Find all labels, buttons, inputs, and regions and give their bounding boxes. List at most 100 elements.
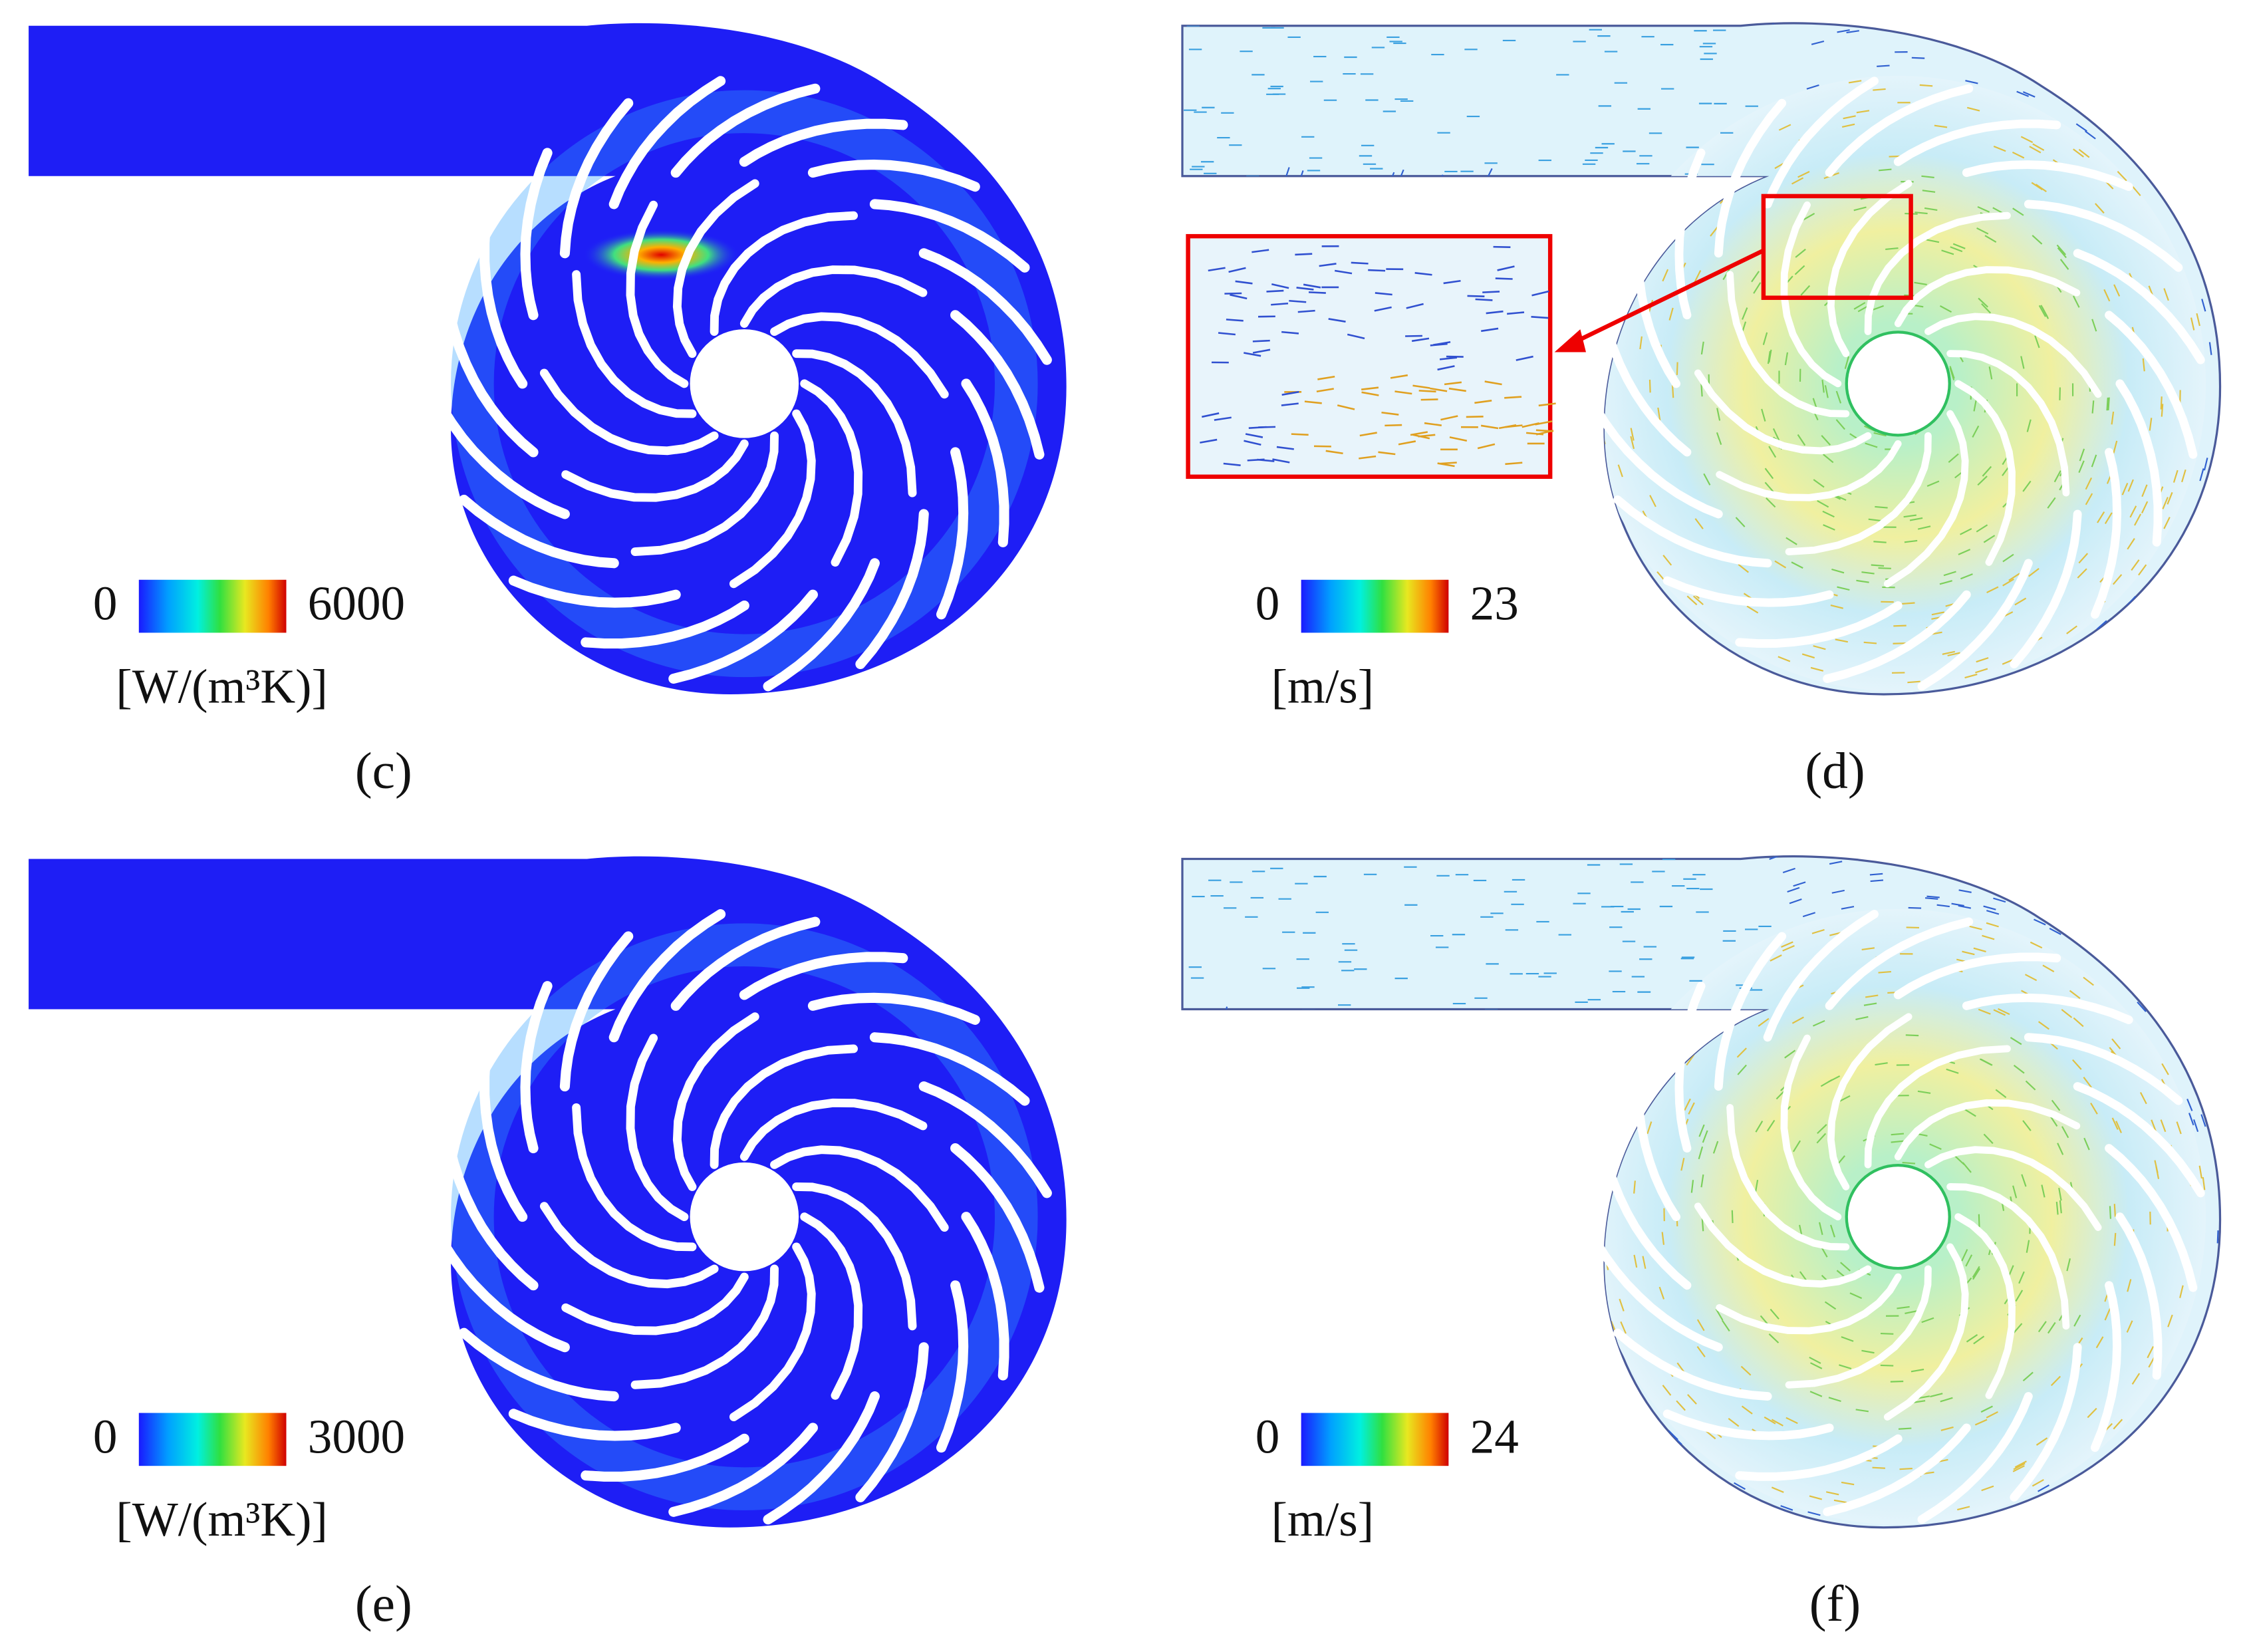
colorbar-unit: [W/(m³K)] (116, 659, 328, 713)
vector (2104, 1308, 2111, 1321)
vector (1184, 1456, 1190, 1469)
vector (1734, 1482, 1746, 1490)
inset-vector (1444, 381, 1462, 386)
vector (2104, 512, 2113, 525)
vector (2192, 1451, 2202, 1463)
vector (2026, 419, 2032, 432)
vector (1477, 1347, 1483, 1361)
vector (2147, 1345, 2155, 1359)
vector (1548, 1116, 1553, 1129)
vector (1926, 895, 1940, 898)
vector (1902, 1161, 1916, 1165)
blade (1714, 98, 1787, 258)
blade (1827, 180, 1913, 358)
vector (1389, 218, 1394, 231)
vector (2105, 39, 2117, 47)
vector (1546, 1439, 1555, 1450)
vector (1207, 574, 1213, 588)
colorbar-max: 23 (1470, 577, 1519, 630)
vector (1926, 239, 1940, 243)
blade (1634, 220, 1681, 388)
colorbar-unit: [m/s] (1271, 659, 1374, 713)
vector (1922, 190, 1936, 193)
vector (2038, 1021, 2049, 1030)
vector (1613, 221, 1621, 233)
blade (729, 1242, 816, 1422)
vector (1592, 420, 1596, 433)
vector (1480, 1120, 1485, 1134)
vector (1803, 212, 1815, 221)
vector (1537, 1323, 1543, 1337)
vector (1712, 1141, 1719, 1154)
vector (1593, 295, 1599, 308)
vector (1809, 1495, 1823, 1500)
vector (1809, 1356, 1821, 1364)
vector (1356, 1359, 1362, 1372)
vector (1833, 1499, 1847, 1504)
vector (2085, 477, 2093, 490)
blade (1735, 1434, 1903, 1481)
inset-vector (1448, 387, 1466, 392)
vector (1774, 560, 1787, 569)
vector (1983, 535, 1996, 543)
vector (2047, 916, 2060, 924)
inset-vector (1223, 462, 1241, 466)
vector (1382, 1050, 1388, 1063)
blade (559, 931, 634, 1092)
vector (1601, 675, 1612, 685)
blade (1954, 380, 2016, 566)
blade (479, 1053, 528, 1222)
colorbar-max: 3000 (308, 1409, 405, 1463)
vector (1203, 587, 1209, 601)
colorbar (1301, 579, 1449, 633)
vector (1698, 1124, 1705, 1137)
vector (1835, 419, 1845, 430)
vector (1345, 1357, 1351, 1370)
vector (2030, 941, 2043, 949)
vector (1893, 642, 1906, 644)
vector (2022, 1120, 2032, 1131)
inset-vector (1467, 295, 1485, 297)
vector (2022, 91, 2036, 98)
vector (1470, 1055, 1477, 1069)
vector (2204, 1003, 2214, 1015)
vector (1904, 539, 1918, 543)
vector (1764, 468, 1774, 480)
vector (1822, 510, 1835, 518)
vector (2034, 918, 2046, 926)
vector (1560, 1046, 1568, 1059)
vector (1940, 1397, 1953, 1403)
vector (2139, 1092, 2147, 1105)
vector (2129, 505, 2137, 518)
vector (1778, 656, 1791, 662)
vector (1767, 350, 1771, 364)
inset-vector (1480, 424, 1499, 430)
blade (520, 148, 553, 321)
vector (1349, 1395, 1355, 1408)
blade (2010, 1343, 2082, 1502)
vector (1878, 567, 1891, 569)
vector (1521, 515, 1527, 528)
hub (1845, 1163, 1951, 1270)
vector (1972, 1268, 1981, 1280)
inset-vector (1244, 352, 1261, 357)
vector (1899, 1467, 1913, 1470)
vector (1784, 1049, 1796, 1059)
vector (1830, 1224, 1835, 1238)
vector (1698, 1146, 1704, 1160)
colorbar-min: 0 (93, 577, 118, 630)
vector (2090, 1102, 2098, 1115)
vector (1395, 563, 1402, 577)
vector (1649, 1504, 1661, 1514)
vector (2148, 1496, 2159, 1506)
vector (1764, 482, 1774, 493)
vector (1958, 549, 1971, 555)
vector (1934, 124, 1948, 128)
inset-vector (1226, 319, 1244, 322)
vector (1983, 1133, 1994, 1145)
vector (2173, 676, 2183, 688)
blade (1634, 1053, 1681, 1222)
vector (1633, 1180, 1636, 1194)
vector (1462, 660, 1471, 673)
vector (1817, 499, 1829, 508)
